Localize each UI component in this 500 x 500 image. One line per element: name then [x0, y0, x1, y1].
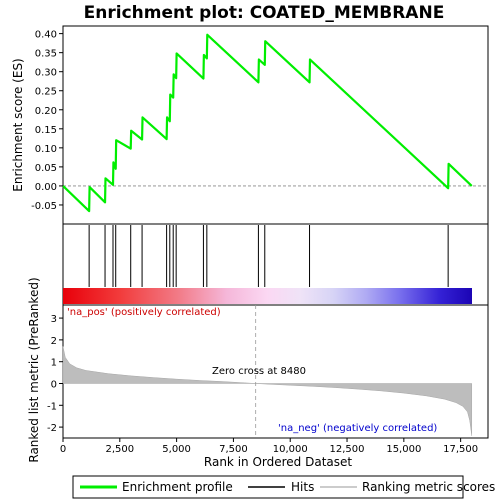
- chart-title: Enrichment plot: COATED_MEMBRANE: [84, 3, 445, 23]
- xtick-label-7: 17,500: [443, 444, 478, 455]
- ranking-metric-area: [62, 346, 473, 436]
- ranking-metric-area-group: [62, 305, 473, 438]
- xtick-label-6: 15,000: [386, 444, 421, 455]
- es-ytick-label-2: 0.05: [35, 163, 57, 174]
- xtick-label-1: 2,500: [105, 444, 134, 455]
- metric-ytick-label-4: 2: [51, 336, 57, 347]
- xtick-label-4: 10,000: [273, 444, 308, 455]
- metric-y-axis-label: Ranked list metric (PreRanked): [27, 277, 41, 462]
- zero-cross-label: Zero cross at 8480: [212, 366, 306, 377]
- es-ytick-label-3: 0.10: [35, 144, 57, 155]
- legend-enrichment-label: Enrichment profile: [122, 480, 233, 494]
- es-panel-frame: [62, 25, 489, 225]
- es-ytick-label-6: 0.25: [35, 87, 57, 98]
- hits-group: [88, 225, 449, 287]
- es-ytick-label-1: 0.00: [35, 182, 57, 193]
- metric-y-axis: -2 -1 0 1 2 3: [47, 314, 63, 434]
- xtick-label-0: 0: [60, 444, 66, 455]
- metric-panel-frame: [62, 304, 489, 439]
- xtick-label-3: 7,500: [219, 444, 248, 455]
- metric-ytick-label-0: -2: [47, 423, 57, 434]
- es-y-axis: -0.05 0.00 0.05 0.10 0.15 0.20 0.25 0.30 0.35 0.4…: [31, 30, 63, 212]
- es-y-axis-label: Enrichment score (ES): [11, 58, 25, 191]
- enrichment-profile-group: [62, 33, 473, 213]
- metric-ytick-label-3: 1: [51, 358, 57, 369]
- legend-metric-label: Ranking metric scores: [362, 480, 495, 494]
- es-ytick-label-0: -0.05: [31, 201, 57, 212]
- negative-correlation-label: 'na_neg' (negatively correlated): [278, 423, 437, 434]
- correlation-heatmap-bar: [63, 288, 472, 304]
- es-ytick-label-8: 0.35: [35, 49, 57, 60]
- metric-ytick-label-5: 3: [51, 314, 57, 325]
- metric-ytick-label-1: -1: [47, 401, 57, 412]
- rank-x-axis: 0 2,500 5,000 7,500 10,000 12,500 15,000 17,500: [60, 438, 478, 455]
- metric-ytick-label-2: 0: [51, 379, 57, 390]
- es-ytick-label-5: 0.20: [35, 106, 57, 117]
- x-axis-label: Rank in Ordered Dataset: [204, 455, 352, 469]
- positive-correlation-label: 'na_pos' (positively correlated): [67, 307, 221, 318]
- xtick-label-5: 12,500: [330, 444, 365, 455]
- es-ytick-label-7: 0.30: [35, 68, 57, 79]
- es-ytick-label-4: 0.15: [35, 125, 57, 136]
- xtick-label-2: 5,000: [162, 444, 191, 455]
- legend-hits-label: Hits: [291, 480, 314, 494]
- es-ytick-label-9: 0.40: [35, 30, 57, 41]
- enrichment-profile-line: [62, 33, 473, 213]
